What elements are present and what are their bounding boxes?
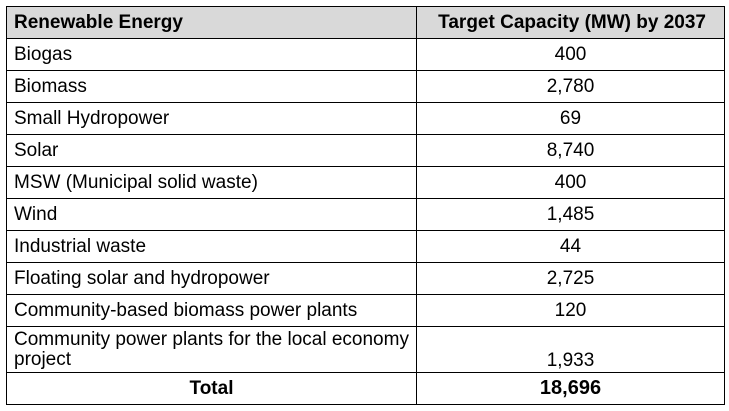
table-row: Small Hydropower 69	[6, 102, 725, 135]
header-renewable-energy: Renewable Energy	[6, 6, 417, 39]
row-value: 2,725	[416, 262, 725, 295]
renewable-capacity-table: Renewable Energy Target Capacity (MW) by…	[6, 6, 725, 405]
row-value: 44	[416, 230, 725, 263]
row-name: MSW (Municipal solid waste)	[6, 166, 417, 199]
row-value: 2,780	[416, 70, 725, 103]
row-name: Biogas	[6, 38, 417, 71]
total-value: 18,696	[416, 372, 725, 405]
table-row: Biomass 2,780	[6, 70, 725, 103]
row-value: 69	[416, 102, 725, 135]
table-row: MSW (Municipal solid waste) 400	[6, 166, 725, 199]
row-value: 400	[416, 166, 725, 199]
table-row: Solar 8,740	[6, 134, 725, 167]
row-value: 8,740	[416, 134, 725, 167]
total-label: Total	[6, 372, 417, 405]
header-target-capacity: Target Capacity (MW) by 2037	[416, 6, 725, 39]
table-row: Community-based biomass power plants 120	[6, 294, 725, 327]
row-name: Floating solar and hydropower	[6, 262, 417, 295]
row-name: Community-based biomass power plants	[6, 294, 417, 327]
table-row: Wind 1,485	[6, 198, 725, 231]
total-row: Total 18,696	[6, 372, 725, 405]
row-value: 120	[416, 294, 725, 327]
capacity-table-container: Renewable Energy Target Capacity (MW) by…	[6, 6, 725, 405]
table-row: Floating solar and hydropower 2,725	[6, 262, 725, 295]
table-header-row: Renewable Energy Target Capacity (MW) by…	[6, 6, 725, 39]
table-row: Industrial waste 44	[6, 230, 725, 263]
table-row: Biogas 400	[6, 38, 725, 71]
row-value: 1,933	[416, 326, 725, 373]
row-name: Industrial waste	[6, 230, 417, 263]
row-name: Wind	[6, 198, 417, 231]
row-name: Small Hydropower	[6, 102, 417, 135]
row-value: 400	[416, 38, 725, 71]
row-value: 1,485	[416, 198, 725, 231]
table-row: Community power plants for the local eco…	[6, 326, 725, 373]
row-name: Biomass	[6, 70, 417, 103]
row-name: Community power plants for the local eco…	[6, 326, 417, 373]
row-name: Solar	[6, 134, 417, 167]
